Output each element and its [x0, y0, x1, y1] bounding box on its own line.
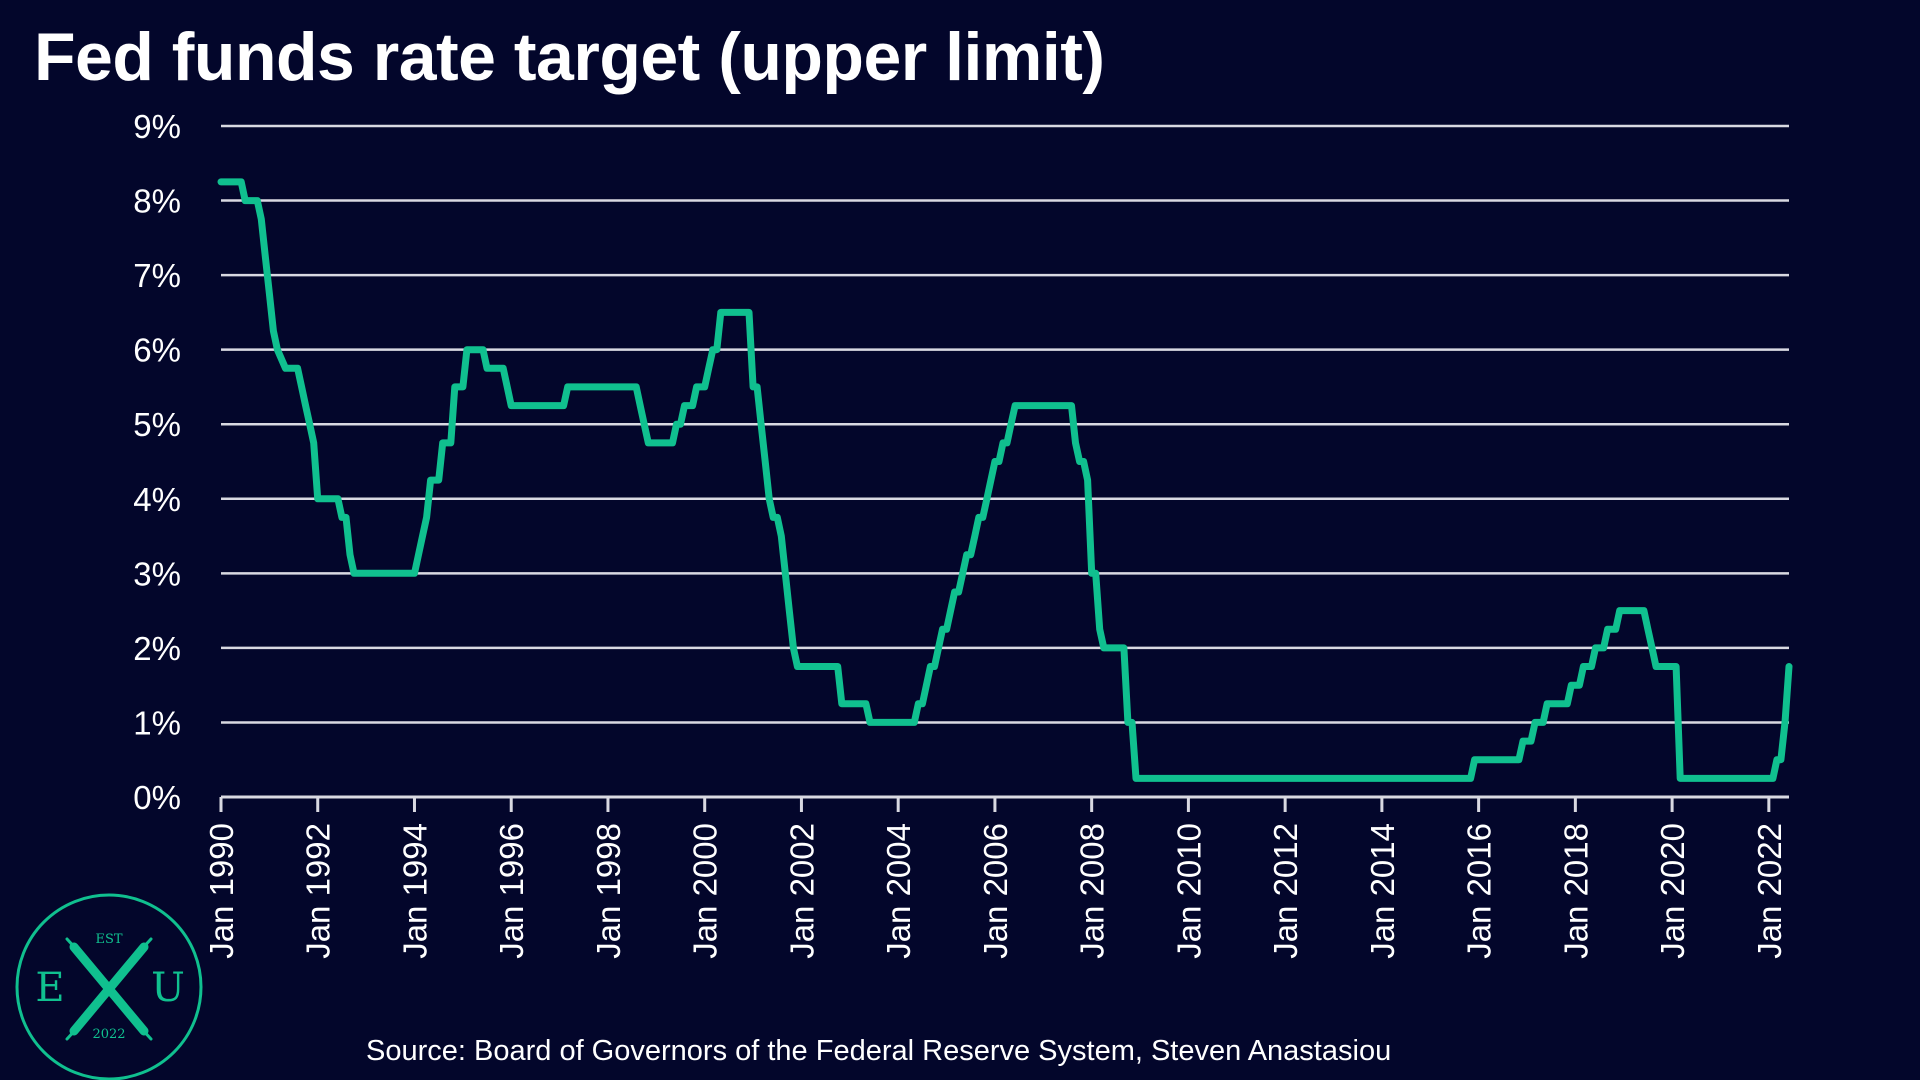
y-tick-label: 3% [133, 555, 181, 592]
x-tick-label: Jan 1994 [396, 823, 433, 959]
y-tick-label: 8% [133, 183, 181, 220]
logo-top-text: EST [95, 932, 122, 947]
y-tick-label: 5% [133, 406, 181, 443]
y-tick-label: 2% [133, 630, 181, 667]
gridlines [221, 124, 1789, 724]
series-line [217, 178, 1793, 782]
chart-title: Fed funds rate target (upper limit) [34, 19, 1105, 95]
x-tick-label: Jan 2012 [1267, 823, 1304, 959]
x-tick-label: Jan 2022 [1751, 823, 1788, 959]
x-tick-label: Jan 2004 [880, 823, 917, 959]
source-note: Source: Board of Governors of the Federa… [366, 1035, 1392, 1067]
logo-left-letter: E [35, 965, 64, 1011]
x-tick-label: Jan 2016 [1461, 823, 1498, 959]
x-tick-label: Jan 2008 [1074, 823, 1111, 959]
x-tick-label: Jan 2020 [1654, 823, 1691, 959]
x-tick-label: Jan 1998 [590, 823, 627, 959]
x-tick-label: Jan 2000 [687, 823, 724, 959]
brand-logo: EST E U 2022 [15, 893, 203, 1080]
logo-ring [15, 893, 203, 1080]
x-tick-label: Jan 2014 [1364, 823, 1401, 959]
x-tick-label: Jan 2002 [783, 823, 820, 959]
x-tick-label: Jan 1992 [300, 823, 337, 959]
y-tick-label: 4% [133, 481, 181, 518]
x-tick-label: Jan 2010 [1170, 823, 1207, 959]
y-tick-label: 9% [133, 108, 181, 145]
x-tick-label: Jan 1990 [203, 823, 240, 959]
logo-bottom-text: 2022 [92, 1027, 125, 1042]
x-tick-label: Jan 2006 [977, 823, 1014, 959]
y-tick-label: 6% [133, 332, 181, 369]
y-tick-label: 1% [133, 704, 181, 741]
y-tick-label: 7% [133, 257, 181, 294]
x-axis: Jan 1990 Jan 1992 Jan 1994 Jan 1996 Jan 1998… [203, 795, 1789, 959]
y-axis: 0% 1% 2% 3% 4% 5% 6% 7% 8% 9% [133, 108, 181, 816]
x-tick-label: Jan 2018 [1557, 823, 1594, 959]
crossed-x-logo-icon [65, 937, 153, 1041]
series [217, 178, 1793, 782]
y-tick-label: 0% [133, 779, 181, 816]
logo-right-letter: U [151, 965, 185, 1011]
x-tick-label: Jan 1996 [493, 823, 530, 959]
